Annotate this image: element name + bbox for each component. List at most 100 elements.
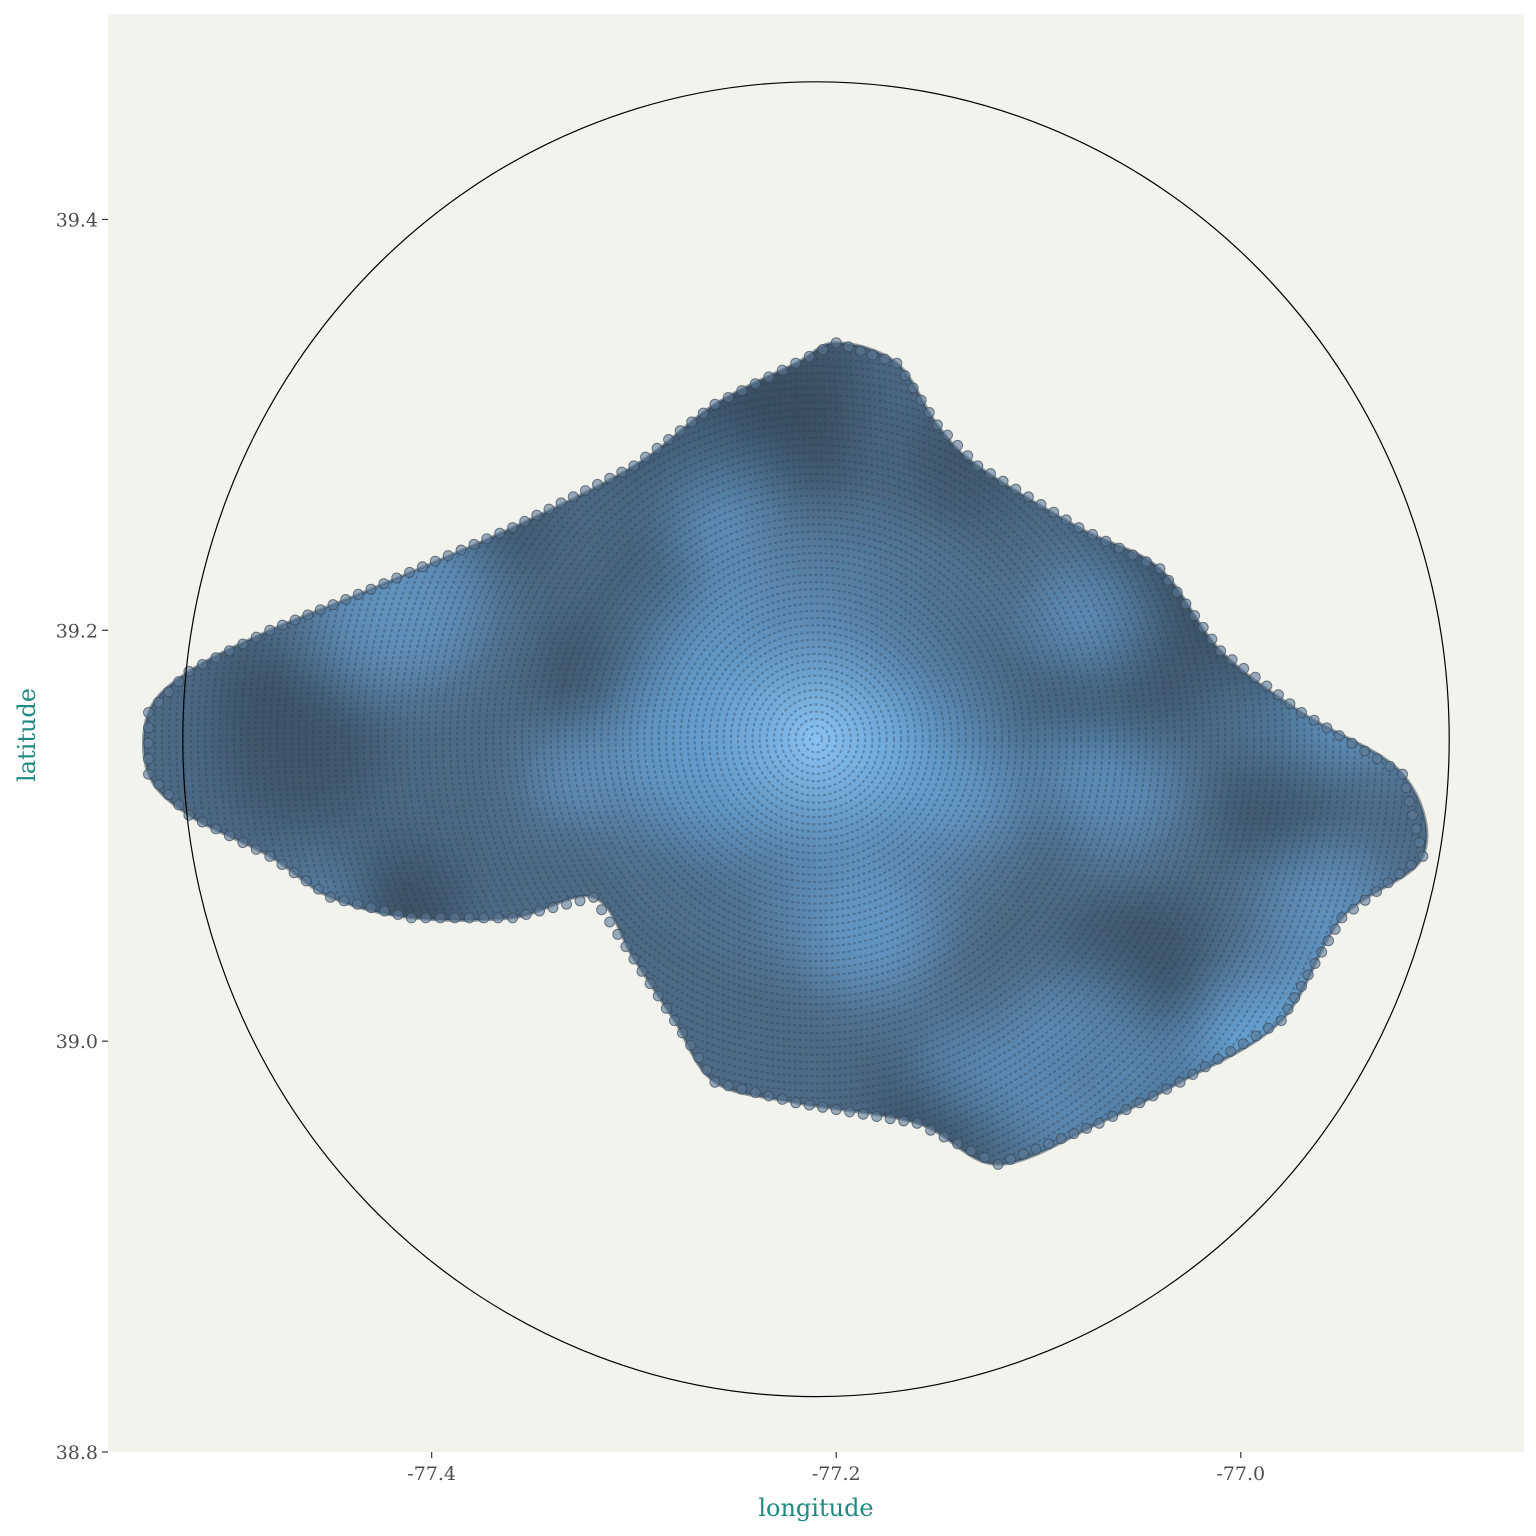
point-ring	[787, 710, 845, 768]
point	[1081, 1122, 1093, 1134]
point-ring	[592, 516, 1040, 963]
point	[1199, 1061, 1211, 1073]
point-ring	[564, 487, 1068, 992]
point	[1302, 969, 1314, 981]
x-tick-label: -77.4	[407, 1463, 456, 1485]
point-ring	[434, 357, 1198, 1121]
point	[534, 905, 545, 917]
point	[567, 491, 579, 503]
point	[276, 859, 288, 870]
point	[579, 485, 591, 497]
point	[1359, 894, 1371, 906]
point	[1272, 689, 1284, 701]
point	[1289, 992, 1301, 1004]
point	[592, 478, 603, 490]
point	[891, 357, 903, 369]
point-ring	[664, 588, 968, 891]
point-ring	[636, 559, 996, 920]
point	[289, 614, 301, 626]
point	[1189, 610, 1201, 622]
point	[677, 1027, 688, 1039]
point	[1348, 903, 1359, 915]
point	[844, 1106, 856, 1118]
point	[1333, 730, 1345, 742]
point	[1048, 506, 1060, 518]
point	[803, 1099, 815, 1111]
point-ring	[751, 674, 881, 804]
point	[1275, 1015, 1287, 1027]
point	[143, 753, 154, 765]
point	[1161, 1083, 1173, 1095]
point	[1215, 645, 1227, 657]
point	[790, 1097, 802, 1109]
circle-boundary	[182, 81, 1450, 1398]
point-ring	[319, 342, 1313, 1165]
point	[898, 1115, 910, 1127]
point	[1093, 1117, 1105, 1129]
point	[722, 1080, 734, 1092]
point-ring	[398, 342, 1234, 1157]
point-ring	[513, 436, 1119, 1042]
center-glow	[556, 479, 1076, 1000]
point	[1043, 1138, 1055, 1150]
point	[1405, 859, 1417, 871]
point	[463, 912, 475, 924]
point-ring	[492, 415, 1140, 1064]
point	[763, 1090, 775, 1102]
point	[867, 349, 879, 361]
point-ring	[808, 732, 824, 747]
point-ring	[405, 342, 1227, 1150]
point-ring	[801, 724, 831, 754]
point	[1022, 491, 1034, 503]
point	[1417, 850, 1429, 862]
point	[790, 357, 802, 369]
point	[1060, 514, 1072, 526]
point-ring	[348, 342, 1284, 1165]
point	[1212, 1053, 1224, 1065]
point-ring	[448, 372, 1184, 1107]
point	[1282, 1003, 1294, 1015]
point-ring	[585, 508, 1047, 970]
point-ring	[549, 472, 1083, 1006]
point	[379, 905, 390, 917]
point	[674, 425, 686, 437]
point-ring	[693, 616, 939, 862]
point	[1414, 837, 1425, 849]
point	[1134, 1097, 1146, 1109]
point	[644, 978, 656, 990]
point	[857, 1108, 869, 1120]
point-ring	[794, 717, 838, 761]
point	[1073, 522, 1085, 534]
point-ring	[772, 696, 860, 783]
point	[561, 898, 572, 910]
point	[405, 912, 417, 924]
point	[314, 604, 326, 616]
point	[478, 912, 490, 924]
point	[173, 799, 185, 811]
point-ring	[722, 645, 910, 833]
point-ring	[657, 580, 975, 898]
point	[763, 371, 775, 383]
point	[693, 1052, 705, 1064]
point	[391, 572, 403, 584]
point	[1309, 958, 1321, 969]
point	[325, 891, 336, 903]
point	[223, 645, 235, 657]
point	[420, 912, 432, 924]
point	[143, 737, 154, 749]
point-ring	[621, 544, 1011, 934]
point-ring	[441, 364, 1191, 1114]
point	[302, 609, 314, 621]
point	[1068, 1128, 1080, 1140]
point	[1206, 633, 1218, 645]
point-ring	[686, 609, 946, 869]
point	[1035, 499, 1047, 510]
point	[434, 912, 446, 924]
point	[997, 475, 1009, 487]
point	[596, 904, 608, 916]
point	[1174, 1076, 1186, 1088]
point-ring	[297, 342, 1335, 1165]
point	[962, 450, 974, 462]
point	[1410, 823, 1422, 835]
